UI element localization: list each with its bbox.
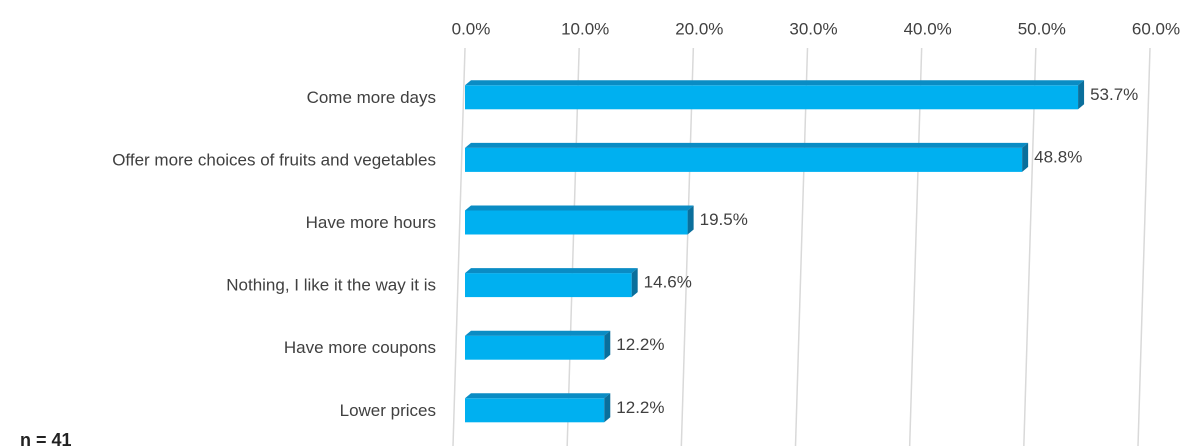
bar (465, 273, 632, 298)
bar-side (687, 205, 694, 235)
bar-top (465, 80, 1085, 86)
bar (465, 85, 1079, 110)
grid-line (794, 47, 809, 446)
bar (465, 147, 1023, 172)
value-label: 53.7% (1090, 85, 1138, 104)
bar-side (1078, 80, 1085, 110)
bar-top (465, 205, 694, 211)
value-label: 12.2% (616, 335, 664, 354)
sample-size: n = 41 (20, 430, 72, 446)
x-tick-label: 10.0% (561, 19, 609, 38)
x-tick-label: 40.0% (904, 19, 952, 38)
value-label: 12.2% (616, 398, 664, 417)
bar-side (1022, 142, 1029, 172)
grid-line (1137, 47, 1151, 446)
x-tick-label: 60.0% (1132, 19, 1180, 38)
x-tick-label: 20.0% (675, 19, 723, 38)
grid-line (908, 47, 923, 446)
category-label: Have more hours (306, 213, 436, 232)
bar-side (604, 393, 611, 423)
bar (465, 210, 688, 235)
grid-line (452, 47, 466, 446)
grid-line (566, 47, 580, 446)
value-label: 19.5% (700, 210, 748, 229)
bar (465, 335, 605, 360)
category-label: Have more coupons (284, 338, 436, 357)
value-label: 48.8% (1034, 147, 1082, 166)
category-label: Come more days (307, 88, 436, 107)
bar-top (465, 142, 1029, 148)
x-tick-label: 0.0% (452, 19, 491, 38)
value-label: 14.6% (644, 273, 692, 292)
grid-line (680, 47, 695, 446)
x-tick-label: 30.0% (789, 19, 837, 38)
bar-side (631, 268, 638, 298)
category-label: Offer more choices of fruits and vegetab… (112, 150, 436, 169)
category-label: Nothing, I like it the way it is (226, 276, 436, 295)
bar (465, 398, 605, 423)
x-tick-label: 50.0% (1018, 19, 1066, 38)
category-label: Lower prices (340, 401, 436, 420)
grid-line (1023, 47, 1037, 446)
bar-side (604, 330, 611, 360)
bar-top (465, 268, 638, 274)
bar-top (465, 393, 611, 399)
bar-top (465, 330, 611, 336)
